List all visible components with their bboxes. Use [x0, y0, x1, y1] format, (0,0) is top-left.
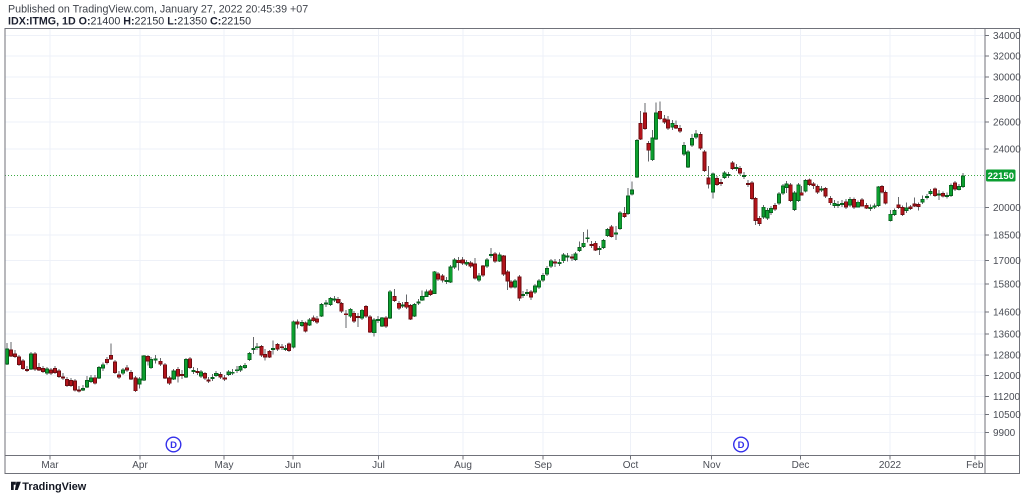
svg-text:9900: 9900: [993, 428, 1016, 439]
svg-text:32000: 32000: [993, 52, 1021, 63]
svg-text:Oct: Oct: [623, 460, 639, 471]
svg-text:14600: 14600: [993, 307, 1021, 318]
svg-text:Sep: Sep: [534, 460, 552, 471]
svg-text:2022: 2022: [879, 460, 902, 471]
svg-text:Nov: Nov: [703, 460, 721, 471]
svg-text:26000: 26000: [993, 118, 1021, 129]
svg-text:Aug: Aug: [454, 460, 472, 471]
svg-text:17000: 17000: [993, 256, 1021, 267]
svg-text:13600: 13600: [993, 329, 1021, 340]
svg-text:D: D: [170, 440, 177, 451]
svg-text:Published on TradingView.com,: Published on TradingView.com, January 27…: [8, 4, 308, 16]
svg-text:22150: 22150: [988, 171, 1014, 182]
svg-text:11200: 11200: [993, 392, 1021, 403]
svg-text:D: D: [738, 440, 745, 451]
svg-text:15800: 15800: [993, 280, 1021, 291]
svg-text:IDX:ITMG, 1D O:21400 H:22150 L: IDX:ITMG, 1D O:21400 H:22150 L:21350 C:2…: [8, 16, 251, 28]
svg-text:Jun: Jun: [285, 460, 301, 471]
svg-text:12800: 12800: [993, 350, 1021, 361]
svg-text:34000: 34000: [993, 31, 1021, 42]
svg-text:18500: 18500: [993, 231, 1021, 242]
svg-text:Feb: Feb: [966, 460, 984, 471]
svg-text:May: May: [215, 460, 234, 471]
svg-text:TradingView: TradingView: [22, 481, 86, 493]
svg-text:Apr: Apr: [132, 460, 148, 471]
svg-text:12000: 12000: [993, 371, 1021, 382]
svg-text:Dec: Dec: [792, 460, 810, 471]
svg-text:30000: 30000: [993, 72, 1021, 83]
svg-text:24000: 24000: [993, 144, 1021, 155]
svg-text:Mar: Mar: [41, 460, 59, 471]
svg-text:10500: 10500: [993, 410, 1021, 421]
svg-text:20000: 20000: [993, 203, 1021, 214]
svg-text:Jul: Jul: [372, 460, 385, 471]
svg-text:28000: 28000: [993, 94, 1021, 105]
